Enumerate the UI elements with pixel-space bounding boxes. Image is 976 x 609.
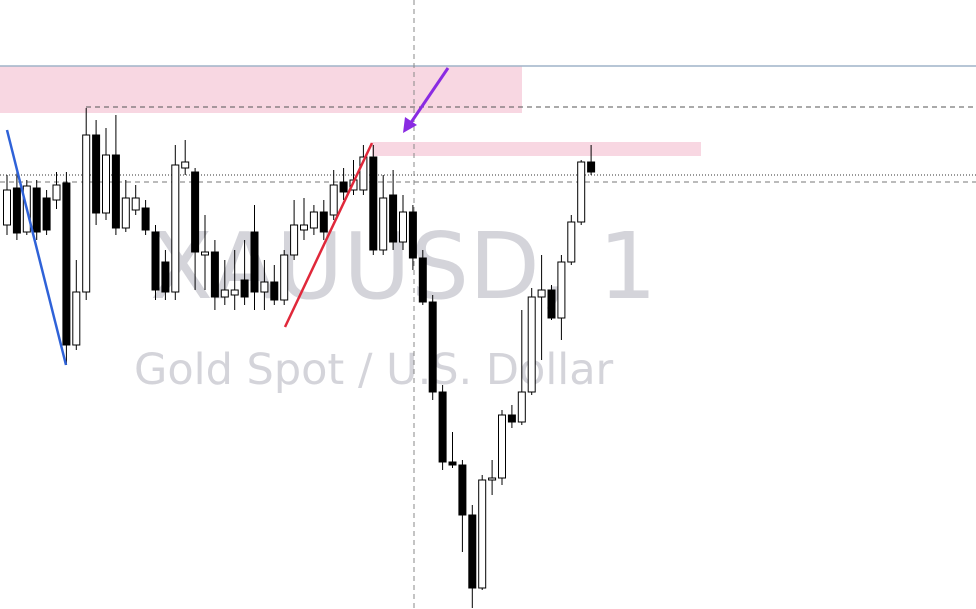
- candle-body: [131, 197, 140, 211]
- candle-body: [102, 154, 110, 214]
- candle-body: [191, 171, 200, 253]
- candle-body: [329, 184, 338, 216]
- candle-body: [52, 184, 61, 201]
- candle-body: [478, 479, 487, 589]
- candle-body: [141, 207, 150, 231]
- candle-body: [339, 181, 348, 193]
- candle-body: [547, 289, 556, 319]
- candle-body: [438, 391, 447, 463]
- candle-body: [72, 291, 81, 346]
- candle-body: [359, 156, 368, 191]
- candle-body: [587, 161, 596, 173]
- candle-body: [220, 289, 229, 298]
- candle-body: [468, 514, 477, 589]
- candle-body: [42, 197, 51, 231]
- candle-body: [527, 296, 536, 393]
- candle-body: [577, 161, 586, 223]
- trend-line: [283, 142, 374, 328]
- candle-body: [210, 251, 219, 298]
- candle-body: [399, 211, 407, 243]
- candle-body: [201, 251, 209, 256]
- candle-body: [171, 164, 180, 293]
- candle-body: [151, 231, 160, 291]
- candle-body: [82, 134, 91, 293]
- candle-body: [280, 254, 289, 301]
- candle-body: [62, 182, 71, 346]
- candle-body: [418, 257, 427, 303]
- candle-body: [250, 231, 259, 293]
- candle-body: [507, 414, 516, 423]
- candle-body: [567, 221, 576, 263]
- candle-body: [319, 211, 328, 233]
- candle-body: [181, 161, 190, 169]
- arrow-head: [403, 117, 417, 133]
- candle-body: [389, 194, 398, 243]
- candle-body: [290, 224, 299, 256]
- candle-body: [557, 261, 566, 319]
- candle-body: [161, 261, 170, 293]
- candle-body: [32, 187, 41, 233]
- candle-body: [121, 197, 130, 229]
- candle-body: [240, 279, 249, 298]
- candle-body: [517, 391, 526, 423]
- candle-body: [300, 224, 308, 231]
- candle-body: [111, 154, 120, 229]
- arrow: [408, 67, 450, 125]
- candle-body: [92, 134, 101, 214]
- candle-body: [12, 187, 21, 234]
- candle-body: [260, 281, 269, 293]
- trend-line: [5, 129, 68, 366]
- candle-body: [309, 211, 318, 229]
- candle-body: [379, 197, 388, 251]
- candle-body: [448, 461, 457, 466]
- candle-body: [369, 156, 378, 251]
- supply-zone: [372, 142, 701, 156]
- candle-body: [270, 281, 279, 301]
- candle-body: [498, 414, 506, 479]
- candle-body: [428, 301, 437, 393]
- candle-body: [230, 289, 239, 296]
- candle-body: [488, 477, 497, 481]
- candle-body: [458, 464, 467, 516]
- candle-body: [537, 289, 546, 298]
- candle-body: [3, 189, 11, 226]
- candle-body: [408, 211, 417, 259]
